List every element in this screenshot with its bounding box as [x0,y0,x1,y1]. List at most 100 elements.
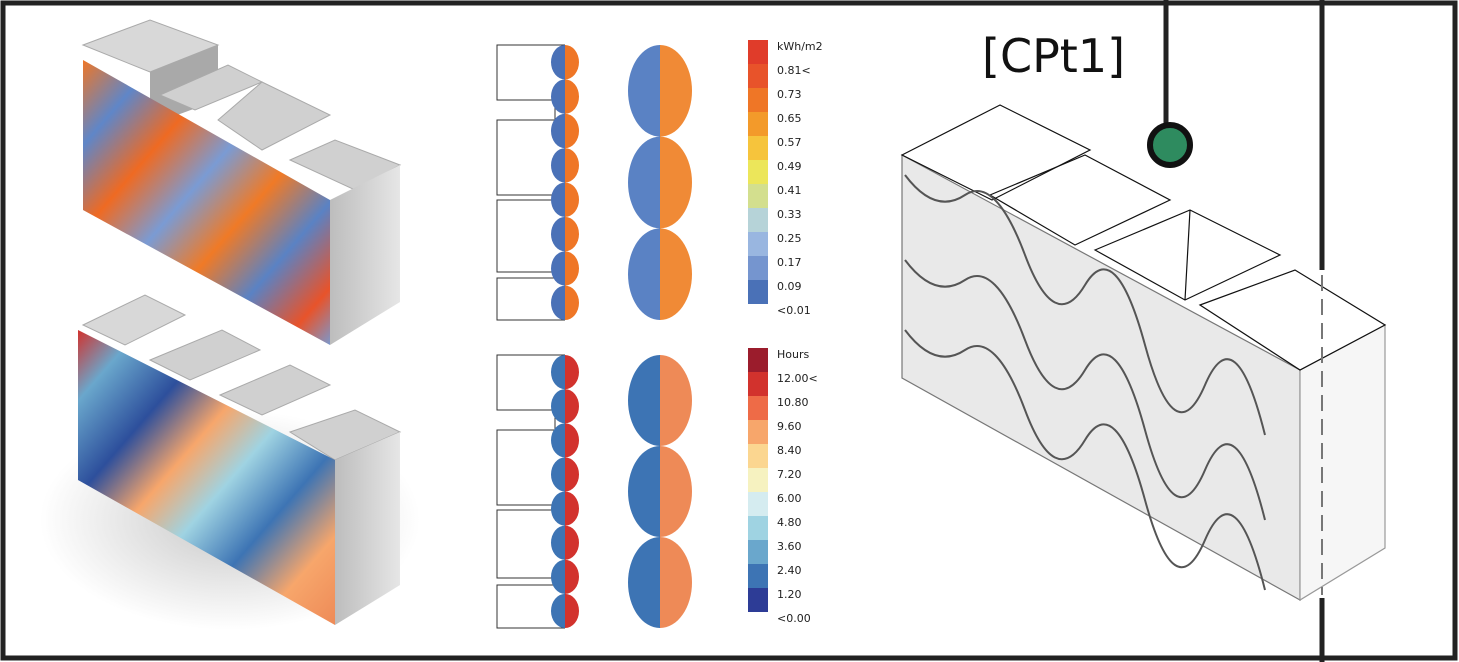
section-right [565,559,579,594]
legend-label: 0.73 [777,88,802,101]
legend-label: 0.33 [777,208,802,221]
section-right [565,491,579,526]
legend-swatch [748,348,768,372]
legend-label: 0.09 [777,280,802,293]
section-right [565,525,579,560]
legend-label: 0.25 [777,232,802,245]
section-right [565,355,579,390]
section-right [660,537,692,628]
legend-label: 0.41 [777,184,802,197]
legend-label: <0.00 [777,612,811,625]
legend-label: 0.57 [777,136,802,149]
control-point [1147,122,1193,168]
legend-swatch [748,492,768,516]
legend-label: 0.81< [777,64,811,77]
section-left [628,355,660,446]
legend-label: 0.49 [777,160,802,173]
section-left [551,423,565,458]
legend-swatch [748,184,768,208]
section-left [551,79,565,114]
section-right [660,45,692,137]
section-left [551,216,565,252]
wireframe-ridges [904,174,1266,591]
legend-label: 2.40 [777,564,802,577]
section-right [565,423,579,458]
legend-label: 12.00< [777,372,818,385]
legend-swatch [748,588,768,612]
legend-swatch [748,396,768,420]
section-left [628,446,660,537]
section-right [565,593,579,628]
section-left [551,491,565,526]
section-right [565,389,579,424]
legend-swatch [748,420,768,444]
section-right [660,136,692,229]
legend-title: kWh/m2 [777,40,823,53]
legend-label: 0.65 [777,112,802,125]
section-right [565,216,579,252]
legend-label: 0.17 [777,256,802,269]
section-results [551,45,692,628]
section-right [565,285,579,320]
section-left [551,457,565,492]
legend-swatch [748,40,768,64]
section-left [628,45,660,137]
facade-radiation [81,19,402,345]
legend-swatch [748,208,768,232]
section-right [660,446,692,537]
section-left [551,389,565,424]
legend-label: 7.20 [777,468,802,481]
section-left [551,285,565,320]
section-left [551,113,565,149]
legend-swatch [748,444,768,468]
section-left [551,355,565,390]
legend-label: 4.80 [777,516,802,529]
section-right [565,148,579,183]
section-left [628,228,660,320]
section-left [551,182,565,217]
section-right [660,355,692,446]
legend-swatch [748,516,768,540]
legend-swatch [748,88,768,112]
legend-swatch [748,372,768,396]
legend-swatch [748,280,768,304]
section-left [628,136,660,229]
section-right [565,182,579,217]
legend-title: Hours [777,348,809,361]
section-right [660,228,692,320]
control-point-label: [CPt1] [982,29,1125,83]
section-left [628,537,660,628]
section-right [565,113,579,149]
section-left [551,251,565,286]
legend-swatch [748,232,768,256]
legends: kWh/m2 0.81< 0.73 0.65 0.57 0.49 0.41 0.33 0.25 0… [748,40,823,625]
section-right [565,251,579,286]
legend-swatch [748,112,768,136]
section-left [551,559,565,594]
legend-label: 6.00 [777,492,802,505]
section-right [565,45,579,80]
legend-swatch [748,468,768,492]
legend-label: <0.01 [777,304,811,317]
section-right [565,457,579,492]
legend-swatch [748,540,768,564]
section-left [551,148,565,183]
facade-hours [40,294,420,630]
legend-label: 8.40 [777,444,802,457]
legend-swatch [748,136,768,160]
legend-label: 1.20 [777,588,802,601]
legend-label: 3.60 [777,540,802,553]
legend-swatch [748,160,768,184]
section-right [565,79,579,114]
legend-swatch [748,256,768,280]
legend-label: 10.80 [777,396,809,409]
section-left [551,45,565,80]
wireframe-model [900,104,1387,602]
legend-swatch [748,564,768,588]
section-left [551,593,565,628]
legend-label: 9.60 [777,420,802,433]
legend-swatch [748,64,768,88]
section-left [551,525,565,560]
